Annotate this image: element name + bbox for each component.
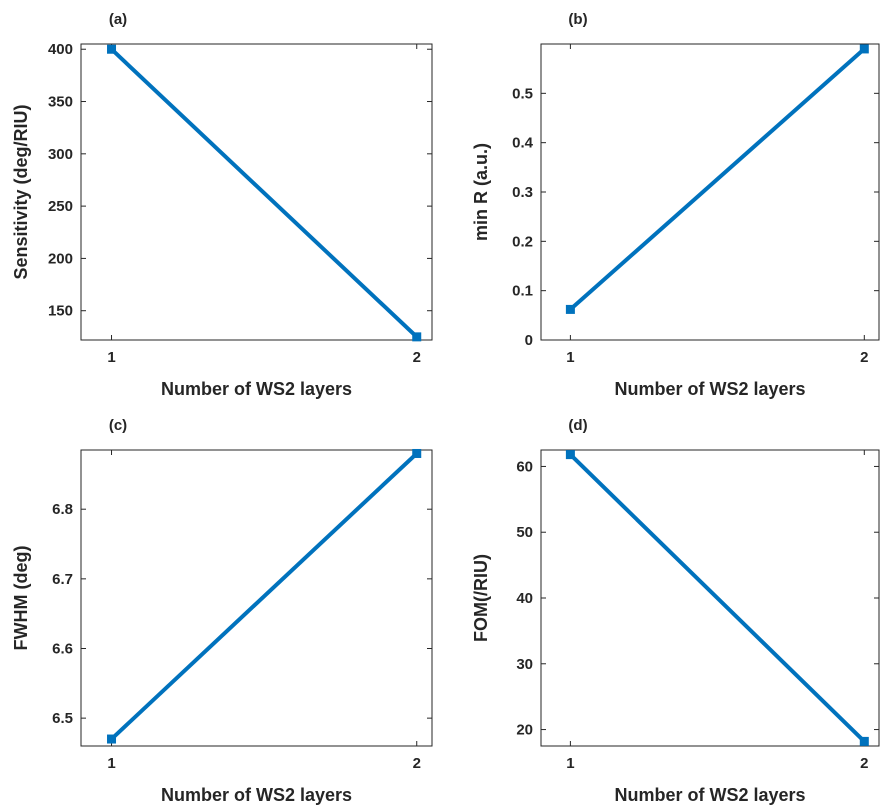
panel-label: (d) — [568, 417, 587, 434]
y-tick-label: 6.6 — [52, 640, 73, 657]
y-tick-label: 400 — [48, 41, 73, 58]
axes-box — [80, 449, 433, 747]
series-line — [568, 453, 866, 743]
panel-fom: 20 30 40 50 60 1 2 Number of WS2 layers FOM(/RIU… — [471, 417, 880, 805]
axes-box — [80, 43, 433, 341]
panel-min-r: 0 0.1 0.2 0.3 0.4 0.5 1 2 Number of WS2 layers mi… — [471, 11, 880, 399]
y-tick-label: 250 — [48, 198, 73, 215]
y-tick-label: 200 — [48, 250, 73, 267]
data-point-marker — [859, 44, 869, 54]
data-point-marker — [565, 304, 575, 314]
y-tick-label: 300 — [48, 146, 73, 163]
series-line — [110, 47, 419, 339]
x-axis-label: Number of WS2 layers — [614, 379, 805, 399]
y-tick-label: 350 — [48, 94, 73, 111]
y-axis-label: min R (a.u.) — [471, 143, 491, 241]
y-tick-label: 0.1 — [512, 283, 533, 300]
panel-label: (a) — [109, 11, 127, 28]
x-tick-label: 1 — [566, 349, 574, 366]
y-tick-label: 50 — [516, 524, 533, 541]
y-tick-label: 6.7 — [52, 571, 73, 588]
y-tick-label: 0.4 — [512, 135, 534, 152]
x-axis-label: Number of WS2 layers — [614, 785, 805, 805]
panel-label: (c) — [109, 417, 127, 434]
y-tick-label: 0 — [525, 332, 533, 349]
data-point-marker — [565, 450, 575, 460]
y-tick-label: 60 — [516, 458, 533, 475]
y-tick-label: 40 — [516, 590, 533, 607]
y-tick-label: 0.3 — [512, 184, 533, 201]
y-axis-label: FOM(/RIU) — [471, 554, 491, 642]
panel-sensitivity: 150 200 250 300 350 400 1 2 Number of WS2 layers… — [11, 11, 433, 399]
data-point-marker — [859, 736, 869, 746]
data-point-marker — [412, 332, 422, 342]
y-tick-label: 0.2 — [512, 233, 533, 250]
y-tick-label: 30 — [516, 656, 533, 673]
x-tick-label: 2 — [413, 349, 421, 366]
axes-box — [540, 449, 880, 747]
y-tick-label: 150 — [48, 303, 73, 320]
panel-fwhm: 6.5 6.6 6.7 6.8 1 2 Number of WS2 layers FWHM (… — [11, 417, 433, 805]
x-axis-label: Number of WS2 layers — [161, 379, 352, 399]
data-point-marker — [107, 734, 117, 744]
y-tick-label: 6.5 — [52, 710, 73, 727]
series-line — [569, 47, 866, 311]
y-axis-label: Sensitivity (deg/RIU) — [11, 104, 31, 279]
x-tick-label: 1 — [566, 755, 574, 772]
series-line — [110, 452, 419, 741]
x-tick-label: 2 — [413, 755, 421, 772]
y-tick-label: 6.8 — [52, 501, 73, 518]
y-tick-label: 20 — [516, 722, 533, 739]
data-point-marker — [412, 448, 422, 458]
axes-box — [540, 43, 880, 341]
x-tick-label: 2 — [860, 755, 868, 772]
x-tick-label: 2 — [860, 349, 868, 366]
y-tick-label: 0.5 — [512, 85, 533, 102]
x-axis-label: Number of WS2 layers — [161, 785, 352, 805]
y-axis-label: FWHM (deg) — [11, 546, 31, 651]
panel-label: (b) — [568, 11, 587, 28]
x-tick-label: 1 — [107, 349, 115, 366]
x-tick-label: 1 — [107, 755, 115, 772]
data-point-marker — [107, 44, 117, 54]
